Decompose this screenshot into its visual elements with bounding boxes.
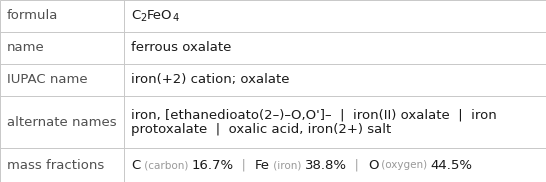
Text: |: |: [347, 159, 368, 172]
Text: FeO: FeO: [147, 9, 173, 22]
Text: IUPAC name: IUPAC name: [7, 73, 87, 86]
Text: iron(+2) cation; oxalate: iron(+2) cation; oxalate: [132, 73, 290, 86]
Text: 38.8%: 38.8%: [305, 159, 347, 172]
Text: iron, [ethanedioato(2–)–O,O']–  |  iron(II) oxalate  |  iron: iron, [ethanedioato(2–)–O,O']– | iron(II…: [132, 108, 497, 122]
Text: mass fractions: mass fractions: [7, 159, 104, 172]
Text: 16.7%: 16.7%: [191, 159, 234, 172]
Text: |: |: [234, 159, 255, 172]
Text: C: C: [132, 9, 141, 22]
Text: C: C: [132, 159, 141, 172]
Text: formula: formula: [7, 9, 58, 22]
Text: (carbon): (carbon): [141, 160, 191, 170]
Text: 44.5%: 44.5%: [431, 159, 473, 172]
Text: protoxalate  |  oxalic acid, iron(2+) salt: protoxalate | oxalic acid, iron(2+) salt: [132, 123, 391, 136]
Text: O: O: [368, 159, 378, 172]
Text: ferrous oxalate: ferrous oxalate: [132, 41, 232, 54]
Text: 2: 2: [141, 13, 147, 23]
Text: alternate names: alternate names: [7, 116, 117, 129]
Text: (iron): (iron): [270, 160, 305, 170]
Text: name: name: [7, 41, 45, 54]
Text: (oxygen): (oxygen): [378, 160, 431, 170]
Text: Fe: Fe: [255, 159, 270, 172]
Text: 4: 4: [173, 13, 179, 23]
